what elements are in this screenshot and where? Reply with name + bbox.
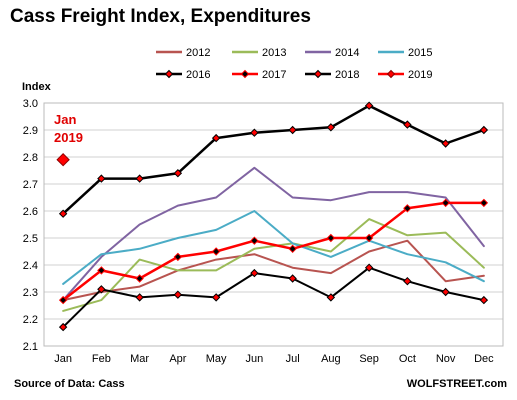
series-2018-point [250, 128, 259, 137]
y-axis-label: Index [22, 81, 52, 93]
credit-note: WOLFSTREET.com [406, 378, 507, 390]
series-2017-point [58, 295, 68, 305]
series-2016-point [250, 268, 259, 278]
series-2016-line [62, 266, 485, 329]
series-2016-point [479, 295, 489, 305]
y-tick-label: 2.2 [23, 314, 38, 326]
x-axis: Jan Feb Mar Apr May Jun Jul Aug Sep Oct Nov Dec [54, 353, 494, 365]
legend-2015-label: 2015 [408, 47, 432, 59]
series-2013-line [62, 218, 485, 312]
series-group [56, 101, 489, 332]
series-2016-point [441, 287, 450, 297]
x-tick-label: May [206, 353, 227, 365]
series-2018-point [288, 125, 297, 135]
grid-lines [43, 102, 504, 347]
series-2017-point [211, 247, 221, 256]
series-2016-point [173, 290, 183, 299]
series-2018-point [58, 209, 68, 218]
legend: 2012 2013 2014 2015 2016 2017 2018 2019 [156, 47, 432, 81]
y-axis: 2.1 2.2 2.3 2.4 2.5 2.6 2.7 2.8 2.9 3.0 [23, 98, 38, 353]
series-2017-point [135, 274, 144, 283]
y-tick-label: 2.9 [23, 125, 38, 137]
series-2018-point [97, 174, 106, 183]
series-2016-point [403, 276, 412, 286]
series-2016-point [135, 293, 144, 302]
series-2016-point [211, 293, 221, 302]
legend-2017-marker [240, 69, 250, 79]
legend-2012-label: 2012 [186, 47, 210, 59]
x-tick-label: Mar [130, 353, 149, 365]
series-2017-point [441, 198, 450, 208]
y-tick-label: 2.1 [23, 341, 38, 353]
series-2018-point [135, 174, 144, 183]
legend-2019-marker [386, 69, 396, 79]
annotation-line2: 2019 [54, 130, 83, 145]
legend-2017-label: 2017 [262, 69, 286, 81]
y-tick-label: 2.3 [23, 287, 38, 299]
legend-2016-label: 2016 [186, 69, 210, 81]
series-2016-point [326, 293, 336, 302]
x-tick-label: Feb [92, 353, 111, 365]
series-2018-line [61, 104, 486, 215]
y-tick-label: 2.4 [23, 260, 38, 272]
series-2017-point [326, 233, 336, 243]
x-tick-label: Sep [359, 353, 379, 365]
series-2019-point [56, 152, 70, 167]
series-2018-point [173, 168, 183, 178]
x-tick-label: Jul [286, 353, 300, 365]
series-2012-line [62, 239, 485, 302]
y-tick-label: 2.5 [23, 233, 38, 245]
series-2016-point [288, 274, 297, 283]
series-2017-point [173, 252, 183, 262]
legend-2014-label: 2014 [335, 47, 359, 59]
x-tick-label: Oct [399, 353, 416, 365]
y-tick-label: 2.8 [23, 152, 38, 164]
series-2017-point [250, 236, 259, 245]
series-2018-point [479, 125, 489, 135]
series-2017-point [364, 233, 374, 243]
x-tick-label: Jun [246, 353, 264, 365]
series-2018-point [403, 120, 412, 129]
y-tick-label: 2.7 [23, 179, 38, 191]
series-2017-line [61, 201, 486, 302]
chart-title: Cass Freight Index, Expenditures [10, 6, 311, 27]
x-tick-label: Jan [54, 353, 72, 365]
series-2017-point [97, 266, 106, 275]
series-2017-point [403, 204, 412, 213]
series-2016-point [97, 285, 106, 294]
plot-frame [43, 102, 504, 347]
legend-2013-label: 2013 [262, 47, 286, 59]
annotation-line1: Jan [54, 112, 76, 127]
y-tick-label: 2.6 [23, 206, 38, 218]
series-2017-point [479, 198, 489, 208]
series-2017-point [288, 244, 297, 254]
series-2016-point [58, 322, 68, 332]
legend-2018-marker [313, 69, 323, 79]
series-2018-point [211, 133, 221, 143]
x-tick-label: Apr [169, 353, 186, 365]
x-tick-label: Nov [436, 353, 456, 365]
x-tick-label: Aug [321, 353, 341, 365]
series-2016-point [364, 263, 374, 272]
series-2018-point [326, 123, 336, 132]
series-2015-line [62, 210, 485, 285]
series-2014-line [62, 166, 485, 302]
series-2018-point [441, 139, 450, 148]
series-2018-point [364, 101, 374, 110]
source-note: Source of Data: Cass [14, 378, 125, 390]
legend-2019-label: 2019 [408, 69, 432, 81]
x-tick-label: Dec [474, 353, 494, 365]
legend-2016-marker [164, 69, 174, 79]
y-tick-label: 3.0 [23, 98, 38, 110]
legend-2018-label: 2018 [335, 69, 359, 81]
